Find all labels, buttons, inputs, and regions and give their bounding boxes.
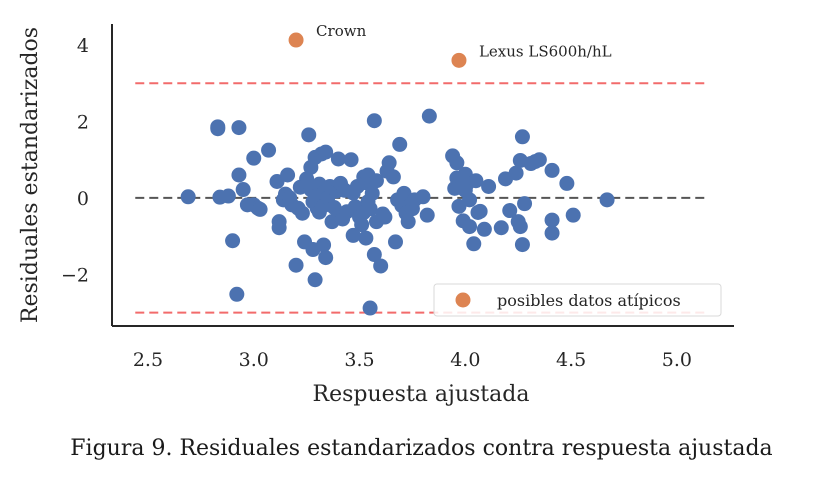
residual-point — [318, 250, 334, 266]
residual-point — [502, 203, 518, 219]
residual-point — [252, 201, 268, 217]
residual-point — [468, 173, 484, 189]
figure-caption: Figura 9. Residuales estandarizados cont… — [70, 436, 773, 461]
y-tick-labels: −2 0 2 4 — [61, 35, 89, 286]
residual-point — [531, 152, 547, 168]
residual-point — [544, 162, 560, 178]
residual-point — [493, 220, 509, 236]
legend-label: posibles datos atípicos — [497, 291, 681, 310]
residual-point — [294, 205, 310, 221]
residual-point — [508, 165, 524, 181]
residual-point — [466, 236, 482, 252]
legend-marker — [455, 292, 471, 308]
residual-point — [565, 207, 581, 223]
residual-point — [231, 120, 247, 136]
residual-point — [362, 300, 378, 316]
outlier-points — [288, 32, 467, 68]
residual-point — [358, 230, 374, 246]
legend-box — [433, 283, 722, 317]
residual-point — [318, 144, 334, 160]
residual-point — [362, 201, 378, 217]
y-tick-label: −2 — [61, 264, 89, 286]
residual-point — [301, 127, 317, 143]
residual-point — [462, 219, 478, 235]
residual-point — [514, 237, 530, 253]
residual-point — [210, 121, 226, 137]
residual-point — [385, 169, 401, 185]
residual-point — [229, 286, 245, 302]
x-tick-label: 4.0 — [450, 349, 480, 371]
residual-point — [345, 227, 361, 243]
legend: posibles datos atípicos — [433, 283, 722, 317]
residual-point — [330, 151, 346, 167]
residual-point — [366, 247, 382, 263]
residual-point — [366, 113, 382, 129]
residual-point — [421, 108, 437, 124]
residual-point — [400, 214, 416, 230]
residual-point — [246, 150, 262, 166]
residual-point — [517, 196, 533, 212]
residual-point — [343, 152, 359, 168]
y-tick-label: 2 — [77, 111, 89, 133]
residual-point — [373, 258, 389, 274]
x-tick-label: 3.0 — [239, 349, 269, 371]
residual-point — [392, 136, 408, 152]
y-tick-label: 4 — [77, 35, 89, 57]
residual-point — [288, 257, 304, 273]
residual-point — [271, 220, 287, 236]
residual-point — [180, 189, 196, 205]
residual-point — [512, 219, 528, 235]
residual-point — [415, 189, 431, 205]
residual-point — [307, 272, 323, 288]
x-tick-label: 3.5 — [344, 349, 374, 371]
residual-point — [377, 209, 393, 225]
y-axis-label: Residuales estandarizados — [18, 27, 43, 323]
residual-point — [235, 182, 251, 198]
residual-point — [544, 212, 560, 228]
residual-point — [354, 217, 370, 233]
outlier-point — [451, 52, 467, 68]
residual-point — [544, 225, 560, 241]
x-axis-label: Respuesta ajustada — [313, 382, 530, 407]
residual-point — [280, 167, 296, 183]
x-tick-labels: 2.5 3.0 3.5 4.0 4.5 5.0 — [133, 349, 692, 371]
residual-point — [316, 237, 332, 253]
outlier-label: Crown — [316, 22, 367, 40]
axes — [111, 24, 734, 327]
residual-point — [231, 167, 247, 183]
residual-point — [462, 192, 478, 208]
residual-point — [220, 188, 236, 204]
residual-point — [261, 142, 277, 158]
residual-point — [387, 234, 403, 250]
x-tick-label: 4.5 — [556, 349, 586, 371]
data-points — [180, 108, 615, 316]
residual-point — [225, 233, 241, 249]
residual-point — [419, 207, 435, 223]
x-tick-label: 5.0 — [662, 349, 692, 371]
residual-point — [476, 221, 492, 237]
residual-point — [368, 173, 384, 189]
residual-point — [381, 155, 397, 171]
residual-point — [559, 175, 575, 191]
outlier-point — [288, 32, 304, 48]
outlier-label: Lexus LS600h/hL — [479, 42, 612, 60]
residual-point — [449, 155, 465, 171]
x-tick-label: 2.5 — [133, 349, 163, 371]
outlier-annotations: Crown Lexus LS600h/hL — [316, 22, 612, 60]
residual-point — [599, 192, 615, 208]
residual-point — [364, 185, 380, 201]
residual-point — [481, 178, 497, 194]
y-tick-label: 0 — [77, 188, 89, 210]
residual-point — [514, 129, 530, 145]
residual-point — [472, 203, 488, 219]
